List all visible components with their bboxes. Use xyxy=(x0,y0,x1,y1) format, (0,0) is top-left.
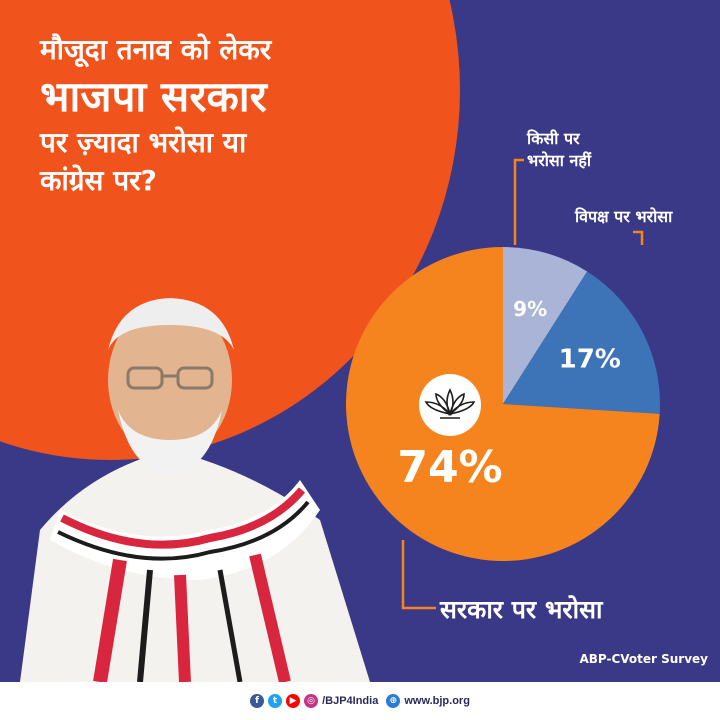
callout-line-no-trust xyxy=(513,158,524,245)
website-link[interactable]: www.bjp.org xyxy=(404,695,470,707)
slice-government xyxy=(345,247,660,562)
bjp-logo-circle xyxy=(419,374,481,436)
callout-government: सरकार पर भरोसा xyxy=(440,595,603,624)
callout-opposition: विपक्ष पर भरोसा xyxy=(575,207,673,226)
label-opposition: 17% xyxy=(559,344,621,374)
facebook-icon[interactable]: f xyxy=(250,694,265,708)
callout-line-opposition xyxy=(633,230,644,245)
bjp-logo-badge xyxy=(419,374,481,436)
scarf xyxy=(50,480,320,682)
headline-line-2: भाजपा सरकार xyxy=(40,72,267,121)
callout-no-trust: किसी पर भरोसा नहीं xyxy=(527,128,591,172)
slice-no-trust xyxy=(503,247,588,404)
youtube-icon[interactable]: ▶ xyxy=(286,694,301,708)
headline: मौजूदा तनाव को लेकर भाजपा सरकार पर ज़्या… xyxy=(40,30,400,200)
callout-no-trust-line-1: किसी पर xyxy=(527,129,580,148)
headline-line-1: मौजूदा तनाव को लेकर xyxy=(40,33,272,66)
label-no-trust: 9% xyxy=(513,297,547,321)
slice-opposition xyxy=(503,271,660,414)
headline-line-4: कांग्रेस पर? xyxy=(40,164,157,197)
headline-line-3: पर ज़्यादा भरोसा या xyxy=(40,126,247,159)
callout-no-trust-line-2: भरोसा नहीं xyxy=(527,151,591,170)
instagram-icon[interactable]: ◎ xyxy=(304,694,319,708)
leader-portrait xyxy=(20,298,370,682)
social-handle[interactable]: /BJP4India xyxy=(322,695,379,707)
footer-bar: f t ▶ ◎ /BJP4India ⊕ www.bjp.org xyxy=(0,682,720,720)
lotus-icon xyxy=(424,388,476,419)
twitter-icon[interactable]: t xyxy=(268,694,283,708)
survey-source: ABP-CVoter Survey xyxy=(579,652,708,666)
callout-line-government xyxy=(401,540,436,610)
globe-icon[interactable]: ⊕ xyxy=(386,694,401,708)
label-government: 74% xyxy=(397,442,502,493)
